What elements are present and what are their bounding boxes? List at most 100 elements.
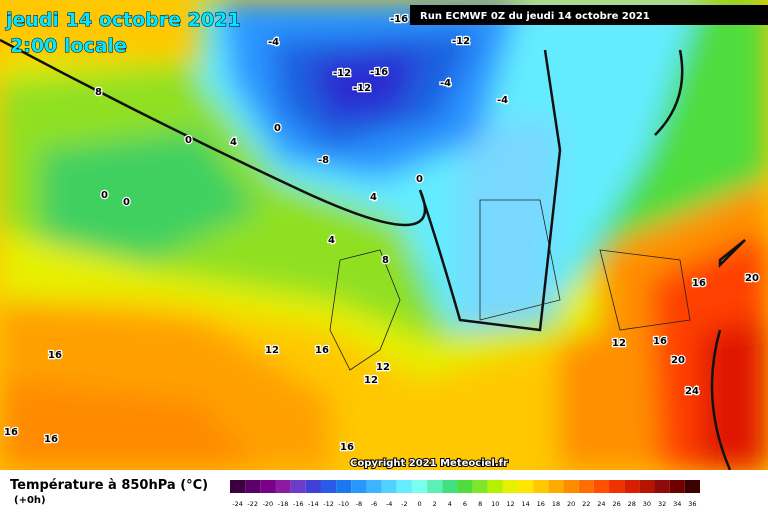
contour-label: 20 <box>745 273 759 284</box>
colorbar-swatch <box>533 480 549 493</box>
colorbar-swatch <box>624 480 640 493</box>
colorbar-swatch <box>593 480 610 493</box>
contour-label: -16 <box>370 67 388 78</box>
contour-label: 24 <box>685 386 699 397</box>
contour-label: -4 <box>497 95 508 106</box>
colorbar-label: -4 <box>386 500 392 508</box>
colorbar-swatch <box>336 480 352 493</box>
contour-label: -4 <box>440 78 451 89</box>
contour-label: -8 <box>318 155 329 166</box>
colorbar-swatch <box>396 480 412 493</box>
contour-label: 0 <box>416 174 423 185</box>
contour-label: 16 <box>692 278 706 289</box>
contour-label: 16 <box>4 427 18 438</box>
colorbar-swatch <box>518 480 534 493</box>
colorbar-swatch <box>442 480 458 493</box>
colorbar-label: 30 <box>643 500 651 508</box>
contour-label: 0 <box>274 123 281 134</box>
contour-label: 12 <box>364 375 378 386</box>
colorbar-label: 18 <box>552 500 560 508</box>
map-date: jeudi 14 octobre 2021 <box>5 9 241 31</box>
colorbar-swatch <box>411 480 428 493</box>
colorbar-label: 32 <box>658 500 666 508</box>
contour-label: -16 <box>390 14 408 25</box>
contour-label: 16 <box>653 336 667 347</box>
contour-label: -12 <box>353 83 371 94</box>
colorbar-label: -24 <box>232 500 243 508</box>
temperature-field <box>0 0 768 471</box>
contour-label: 0 <box>123 197 130 208</box>
colorbar-label: 26 <box>612 500 620 508</box>
colorbar-label: -10 <box>338 500 349 508</box>
colorbar-swatch <box>578 480 594 493</box>
colorbar-swatch <box>669 480 685 493</box>
contour-label: 4 <box>370 192 377 203</box>
contour-label: 16 <box>44 434 58 445</box>
contour-label: 16 <box>340 442 354 453</box>
contour-label: 4 <box>230 137 237 148</box>
contour-label: -12 <box>452 36 470 47</box>
colorbar-label: 2 <box>433 500 437 508</box>
colorbar-swatch <box>639 480 655 493</box>
contour-label: 8 <box>382 255 389 266</box>
colorbar-swatch <box>457 480 473 493</box>
copyright: Copyright 2021 Meteociel.fr <box>350 458 508 469</box>
colorbar-swatch <box>487 480 503 493</box>
colorbar-label: 16 <box>537 500 545 508</box>
colorbar-swatch <box>548 480 564 493</box>
contour-label: -4 <box>268 37 279 48</box>
colorbar-swatch <box>260 480 276 493</box>
contour-label: 12 <box>265 345 279 356</box>
colorbar-label: 28 <box>628 500 636 508</box>
colorbar-label: -18 <box>278 500 289 508</box>
colorbar-label: -16 <box>293 500 304 508</box>
colorbar-label: 12 <box>506 500 514 508</box>
contour-label: 0 <box>185 135 192 146</box>
colorbar-label: 14 <box>522 500 530 508</box>
colorbar: -24 -22 -20 -18 -16 -14 -12 -10 -8 -6 -4 -2 0 2 4 6 8 10 1… <box>230 480 700 508</box>
colorbar-label: 22 <box>582 500 590 508</box>
colorbar-swatch <box>290 480 306 493</box>
colorbar-label: 6 <box>463 500 467 508</box>
colorbar-label: -2 <box>401 500 407 508</box>
colorbar-label: -14 <box>308 500 319 508</box>
colorbar-label: 34 <box>673 500 681 508</box>
colorbar-swatch <box>472 480 488 493</box>
colorbar-swatch <box>320 480 337 493</box>
colorbar-swatch <box>305 480 321 493</box>
run-info: Run ECMWF 0Z du jeudi 14 octobre 2021 <box>420 11 650 22</box>
contour-label: 16 <box>315 345 329 356</box>
contour-label: 16 <box>48 350 62 361</box>
colorbar-label: -12 <box>323 500 334 508</box>
contour-label: 0 <box>101 190 108 201</box>
colorbar-label: 20 <box>567 500 575 508</box>
contour-label: 8 <box>95 87 102 98</box>
colorbar-swatch <box>381 480 397 493</box>
colorbar-swatch <box>427 480 443 493</box>
colorbar-label: 8 <box>478 500 482 508</box>
colorbar-label: -20 <box>263 500 274 508</box>
lead-time: (+0h) <box>14 495 46 506</box>
colorbar-swatch <box>351 480 367 493</box>
contour-label: 12 <box>376 362 390 373</box>
colorbar-label: -22 <box>247 500 258 508</box>
contour-label: 12 <box>612 338 626 349</box>
colorbar-swatch <box>654 480 670 493</box>
colorbar-swatch <box>609 480 625 493</box>
colorbar-label: -6 <box>371 500 377 508</box>
colorbar-label: 4 <box>448 500 452 508</box>
colorbar-swatch <box>230 480 246 493</box>
contour-label: -12 <box>333 68 351 79</box>
contour-label: 4 <box>328 235 335 246</box>
contour-label: 20 <box>671 355 685 366</box>
run-box <box>410 5 768 25</box>
legend-title: Température à 850hPa (°C) <box>10 478 208 493</box>
colorbar-swatch <box>275 480 291 493</box>
colorbar-label: 0 <box>417 500 421 508</box>
colorbar-label: -8 <box>356 500 362 508</box>
map-time: 2:00 locale <box>10 35 127 57</box>
colorbar-label: 36 <box>688 500 696 508</box>
